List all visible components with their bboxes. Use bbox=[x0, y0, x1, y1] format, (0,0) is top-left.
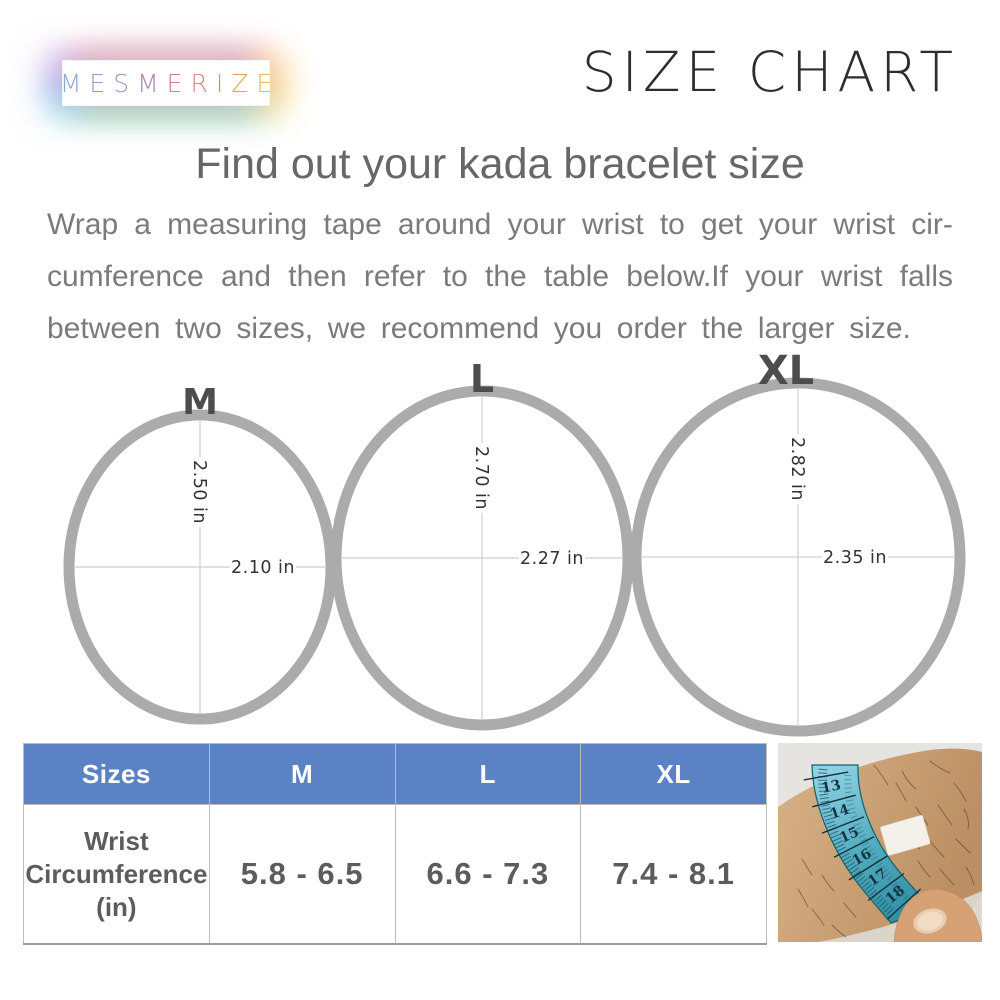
ring-label-m: M bbox=[182, 382, 218, 423]
ring-xl-height-label: 2.82 in bbox=[787, 437, 807, 501]
size-table: Sizes M L XL Wrist Circumference (in) 5.… bbox=[23, 743, 767, 945]
description-line: Wrap a measuring tape around your wrist to get yo… bbox=[47, 199, 953, 251]
thumb-nail-inner bbox=[917, 911, 943, 931]
description-word: cumference bbox=[47, 260, 204, 293]
description-word: your bbox=[758, 208, 818, 241]
brand-letter: I bbox=[215, 68, 232, 98]
value-cell-l: 6.6 - 7.3 bbox=[394, 804, 582, 945]
ring-xl bbox=[630, 377, 966, 737]
brand-letter: Z bbox=[231, 68, 257, 98]
description-word: your bbox=[507, 208, 566, 241]
value-cell-m: 5.8 - 6.5 bbox=[208, 804, 396, 945]
brand-letter: E bbox=[166, 68, 191, 98]
description-word: sizes, bbox=[236, 312, 314, 345]
ring-label-xl: XL bbox=[758, 348, 814, 394]
ring-l-width-label: 2.27 in bbox=[520, 549, 584, 569]
page-title: SIZE CHART bbox=[581, 40, 958, 104]
description-word: around bbox=[397, 208, 492, 241]
brand-letter: E bbox=[89, 68, 114, 98]
description-word: two bbox=[175, 312, 222, 345]
description-paragraph: Wrap a measuring tape around your wrist to get yo… bbox=[47, 199, 953, 355]
description-word: the bbox=[701, 312, 744, 345]
description-word: refer bbox=[363, 260, 426, 293]
description-word: then bbox=[288, 260, 347, 293]
header-cell-xl: XL bbox=[580, 743, 767, 805]
ring-size-diagram: M L XL 2.50 in 2.70 in 2.82 in 2.10 in 2… bbox=[63, 348, 966, 737]
row-label-line: Wrist bbox=[84, 825, 149, 856]
description-word: wrist bbox=[582, 208, 644, 241]
label-backings bbox=[191, 434, 888, 577]
description-word: larger bbox=[757, 312, 835, 345]
tape-tag bbox=[880, 815, 931, 856]
header-cell-sizes: Sizes bbox=[23, 743, 210, 805]
header-cell-m: M bbox=[208, 743, 396, 805]
description-word: and bbox=[220, 260, 272, 293]
description-word: between bbox=[47, 312, 161, 345]
tape-cm-lines bbox=[803, 771, 922, 920]
ring-xl-width-label: 2.35 in bbox=[823, 548, 887, 568]
description-word: recommend bbox=[380, 312, 540, 345]
section-heading: Find out your kada bracelet size bbox=[195, 140, 805, 188]
ring-l-height-label: 2.70 in bbox=[471, 446, 491, 510]
description-word: measuring bbox=[167, 208, 308, 241]
description-word: tape bbox=[323, 208, 382, 241]
description-word: your bbox=[745, 260, 804, 293]
ring-m-width-label: 2.10 in bbox=[231, 558, 295, 578]
description-word: order bbox=[616, 312, 687, 345]
ring-m-height-label: 2.50 in bbox=[189, 460, 209, 524]
description-word: get bbox=[701, 208, 743, 241]
description-word: table bbox=[543, 260, 610, 293]
description-word: you bbox=[553, 312, 603, 345]
brand-logo: MESMERIZE bbox=[60, 60, 272, 106]
brand-letter: M bbox=[59, 68, 90, 98]
wrist-photo: 13 14 15 16 17 18 bbox=[778, 743, 983, 943]
brand-letter: R bbox=[190, 68, 216, 98]
description-word: Wrap bbox=[47, 208, 119, 241]
value-cell-xl: 7.4 - 8.1 bbox=[580, 804, 767, 945]
description-word: falls bbox=[899, 260, 953, 293]
brand-logo-text: MESMERIZE bbox=[52, 69, 280, 98]
brand-letter: S bbox=[113, 68, 138, 98]
description-word: the bbox=[485, 260, 527, 293]
brand-letter: M bbox=[137, 68, 167, 98]
description-line: cumference and then refer to the table below.If… bbox=[47, 251, 953, 303]
tape-number: 14 bbox=[828, 801, 852, 822]
tape-number: 15 bbox=[837, 824, 861, 847]
description-word: a bbox=[134, 208, 151, 241]
ring-label-l: L bbox=[470, 357, 494, 401]
description-word: wrist bbox=[820, 260, 883, 293]
row-label-line: Circumference bbox=[25, 858, 208, 889]
description-word: to bbox=[659, 208, 685, 241]
description-word: to bbox=[442, 260, 468, 293]
row-label-line: (in) bbox=[96, 891, 137, 922]
description-word: size. bbox=[849, 312, 911, 345]
brand-letter: E bbox=[256, 68, 281, 98]
wrist-photo-graphic: 13 14 15 16 17 18 bbox=[778, 743, 983, 943]
size-table-data-row: Wrist Circumference (in) 5.8 - 6.5 6.6 -… bbox=[23, 804, 767, 945]
header-cell-l: L bbox=[394, 743, 582, 805]
tape-number: 13 bbox=[820, 777, 842, 797]
description-word: cir- bbox=[911, 208, 953, 241]
size-table-header-row: Sizes M L XL bbox=[23, 743, 767, 805]
description-word: below.If bbox=[626, 260, 728, 293]
row-label-wrist-circumference: Wrist Circumference (in) bbox=[23, 804, 210, 945]
description-word: we bbox=[327, 312, 367, 345]
description-word: wrist bbox=[833, 208, 896, 241]
description-line: between two sizes, we recommend you order the la… bbox=[47, 303, 953, 355]
ring-l bbox=[330, 385, 634, 731]
